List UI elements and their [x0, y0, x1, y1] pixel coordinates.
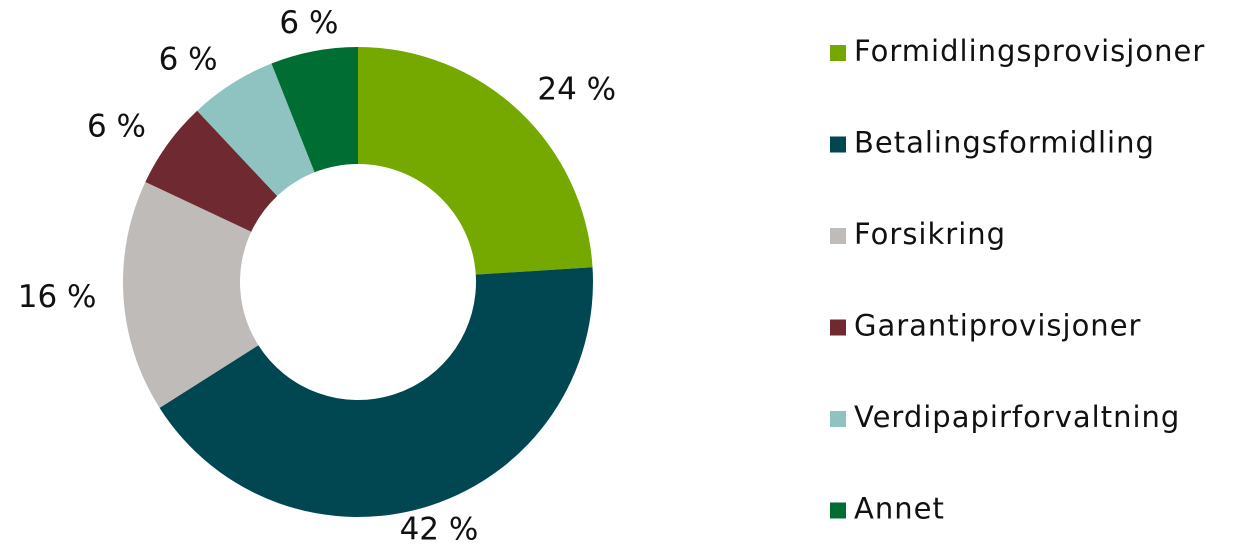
slice — [271, 47, 358, 173]
legend-swatch — [830, 411, 846, 427]
slice — [159, 267, 593, 517]
legend-label: Garantiprovisjoner — [854, 309, 1141, 343]
legend-label: Betalingsformidling — [854, 126, 1155, 160]
legend-swatch — [830, 136, 846, 153]
legend-swatch — [830, 228, 846, 244]
legend-swatch — [830, 319, 846, 336]
data-label: 6 % — [87, 109, 146, 145]
data-label: 6 % — [279, 5, 338, 41]
data-label: 42 % — [400, 512, 479, 548]
legend-swatch — [830, 502, 846, 519]
data-label: 16 % — [18, 279, 97, 315]
legend-swatch — [830, 45, 846, 61]
legend-label: Annet — [854, 492, 945, 526]
legend-label: Formidlingsprovisjoner — [854, 34, 1205, 68]
slice — [358, 47, 593, 275]
data-label: 6 % — [159, 41, 218, 77]
legend-label: Forsikring — [854, 217, 1006, 251]
slice — [145, 110, 278, 232]
legend-label: Verdipapirforvaltning — [854, 400, 1180, 434]
slice — [197, 63, 315, 196]
data-label: 24 % — [537, 72, 616, 108]
slice — [122, 181, 259, 408]
